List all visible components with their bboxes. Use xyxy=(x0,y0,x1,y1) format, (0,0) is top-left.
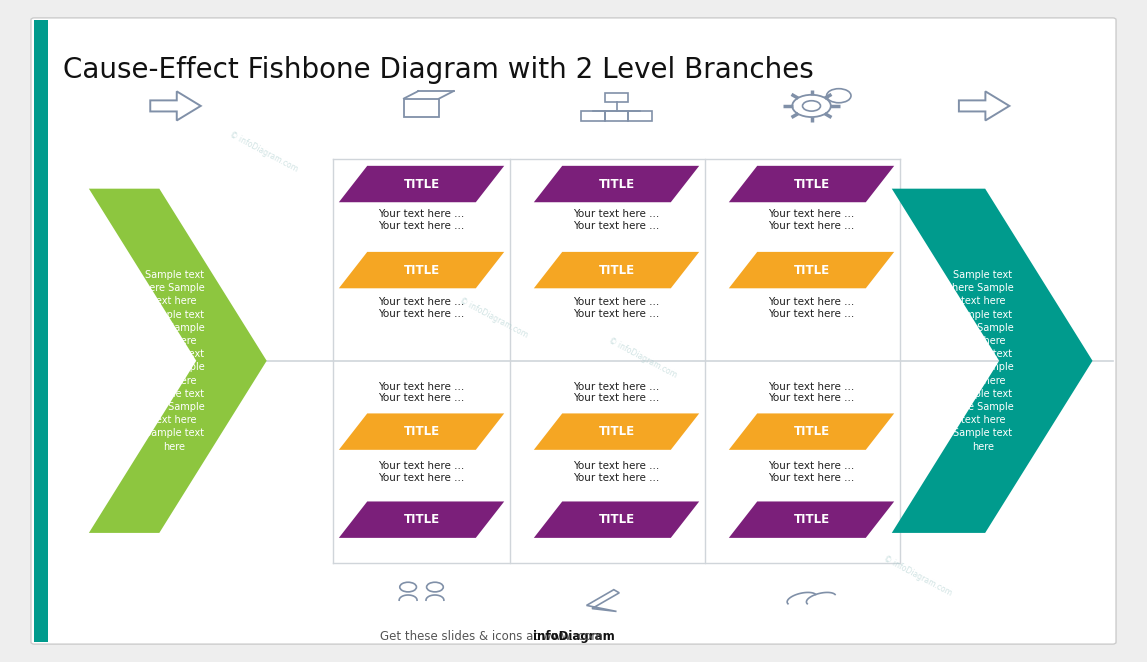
Text: TITLE: TITLE xyxy=(794,425,829,438)
Polygon shape xyxy=(728,252,895,289)
Text: © infoDiagram.com: © infoDiagram.com xyxy=(458,296,529,340)
Text: © infoDiagram.com: © infoDiagram.com xyxy=(228,130,299,174)
Text: TITLE: TITLE xyxy=(794,177,829,191)
Text: Get these slides & icons at www.: Get these slides & icons at www. xyxy=(380,630,574,643)
Text: Your text here ...
Your text here ...: Your text here ... Your text here ... xyxy=(574,461,660,483)
Bar xyxy=(404,99,439,117)
Text: Your text here ...
Your text here ...: Your text here ... Your text here ... xyxy=(379,382,465,403)
Text: TITLE: TITLE xyxy=(794,513,829,526)
Polygon shape xyxy=(533,166,700,203)
Bar xyxy=(580,111,604,120)
Polygon shape xyxy=(728,502,895,538)
Text: Your text here ...
Your text here ...: Your text here ... Your text here ... xyxy=(574,209,660,230)
Polygon shape xyxy=(338,502,505,538)
Polygon shape xyxy=(338,413,505,450)
Polygon shape xyxy=(533,502,700,538)
Text: TITLE: TITLE xyxy=(599,263,634,277)
Text: Your text here ...
Your text here ...: Your text here ... Your text here ... xyxy=(379,461,465,483)
Bar xyxy=(604,93,629,103)
Text: .com: .com xyxy=(575,630,603,643)
Text: Sample text
here Sample
text here
Sample text
here Sample
text here
Sample text
: Sample text here Sample text here Sample… xyxy=(952,270,1014,451)
Text: TITLE: TITLE xyxy=(404,425,439,438)
Text: Your text here ...
Your text here ...: Your text here ... Your text here ... xyxy=(768,461,855,483)
Text: Your text here ...
Your text here ...: Your text here ... Your text here ... xyxy=(768,297,855,318)
Text: infoDiagram: infoDiagram xyxy=(532,630,615,643)
Text: TITLE: TITLE xyxy=(404,513,439,526)
Bar xyxy=(604,111,629,120)
Polygon shape xyxy=(338,252,505,289)
Polygon shape xyxy=(89,189,266,533)
Bar xyxy=(629,111,653,120)
Text: TITLE: TITLE xyxy=(404,263,439,277)
Text: Sample text
here Sample
text here
Sample text
here Sample
text here
Sample text
: Sample text here Sample text here Sample… xyxy=(143,270,205,451)
Text: TITLE: TITLE xyxy=(404,177,439,191)
Polygon shape xyxy=(338,166,505,203)
Text: TITLE: TITLE xyxy=(599,177,634,191)
Text: © infoDiagram.com: © infoDiagram.com xyxy=(882,554,953,598)
Text: Your text here ...
Your text here ...: Your text here ... Your text here ... xyxy=(768,382,855,403)
Polygon shape xyxy=(533,413,700,450)
Text: © infoDiagram.com: © infoDiagram.com xyxy=(607,336,678,379)
Polygon shape xyxy=(533,252,700,289)
Text: Your text here ...
Your text here ...: Your text here ... Your text here ... xyxy=(379,209,465,230)
Polygon shape xyxy=(728,166,895,203)
Text: Your text here ...
Your text here ...: Your text here ... Your text here ... xyxy=(574,297,660,318)
Text: Your text here ...
Your text here ...: Your text here ... Your text here ... xyxy=(379,297,465,318)
Text: TITLE: TITLE xyxy=(599,425,634,438)
Text: Cause-Effect Fishbone Diagram with 2 Level Branches: Cause-Effect Fishbone Diagram with 2 Lev… xyxy=(63,56,814,84)
Polygon shape xyxy=(728,413,895,450)
Text: TITLE: TITLE xyxy=(599,513,634,526)
Text: TITLE: TITLE xyxy=(794,263,829,277)
Text: Your text here ...
Your text here ...: Your text here ... Your text here ... xyxy=(768,209,855,230)
Text: Your text here ...
Your text here ...: Your text here ... Your text here ... xyxy=(574,382,660,403)
Polygon shape xyxy=(892,189,1092,533)
